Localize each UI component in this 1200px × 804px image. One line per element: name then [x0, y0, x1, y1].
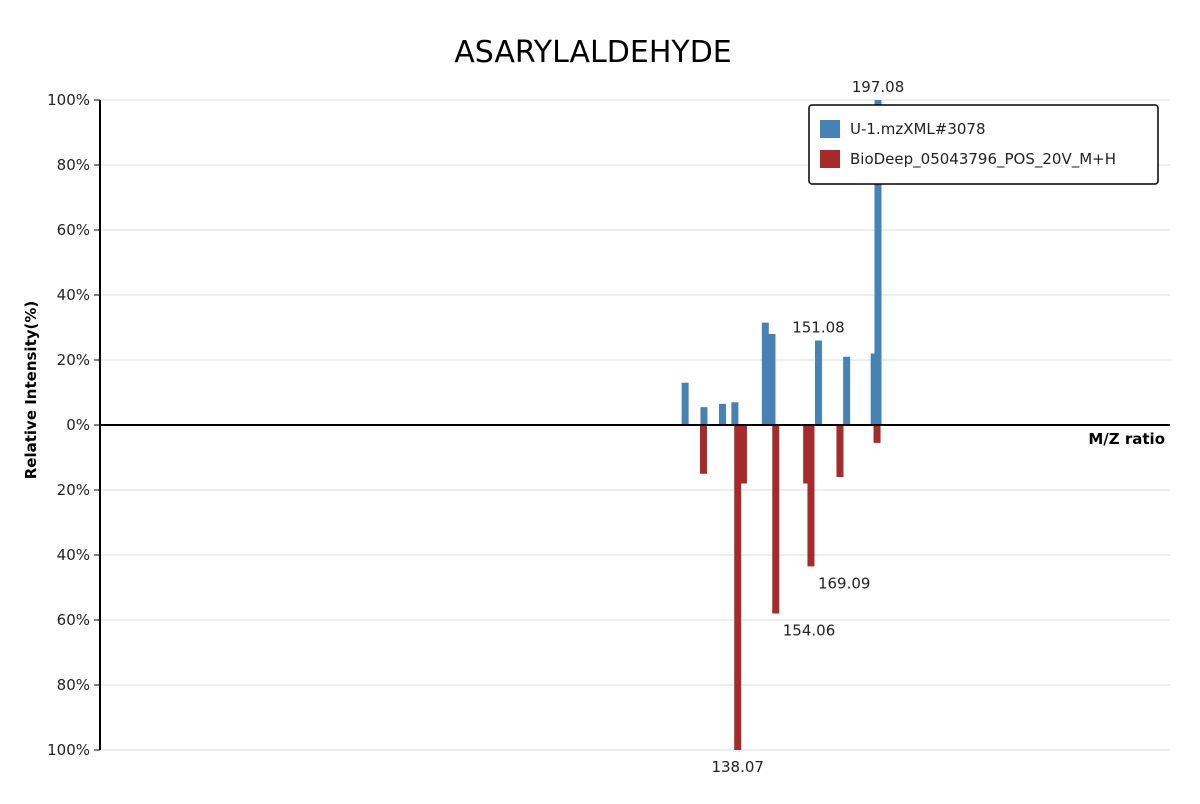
peak-bar-negative	[734, 425, 742, 750]
legend-label-positive: U-1.mzXML#3078	[850, 120, 986, 138]
peak-label: 151.08	[792, 319, 845, 337]
legend: U-1.mzXML#3078 BioDeep_05043796_POS_20V_…	[808, 104, 1159, 185]
peak-label: 197.08	[852, 78, 905, 96]
peak-bar-positive	[814, 340, 822, 425]
peak-bar-negative	[873, 425, 881, 443]
peak-bar-positive	[761, 322, 769, 425]
peak-bar-positive	[700, 407, 708, 425]
legend-swatch-positive	[820, 120, 840, 138]
peak-bar-positive	[719, 403, 727, 425]
y-tick-label: 40%	[57, 546, 90, 564]
peak-bar-positive	[870, 353, 878, 425]
peak-bar-positive	[681, 382, 689, 425]
peak-bar-negative	[699, 425, 707, 474]
peak-bar-negative	[807, 425, 815, 567]
grid-lines	[100, 99, 1170, 751]
y-tick-label: 60%	[57, 611, 90, 629]
peak-bar-positive	[768, 334, 776, 425]
peak-bar-positive	[731, 402, 739, 425]
bar-layer	[681, 100, 882, 750]
x-axis-label: M/Z ratio	[1088, 430, 1165, 448]
legend-box	[808, 104, 1159, 185]
y-tick-label: 20%	[57, 351, 90, 369]
y-tick-label: 100%	[47, 91, 90, 109]
peak-bar-negative	[772, 425, 780, 614]
y-tick-label: 60%	[57, 221, 90, 239]
peak-bar-negative	[739, 425, 747, 484]
peak-label: 169.09	[818, 574, 871, 592]
peak-bar-negative	[836, 425, 844, 477]
legend-label-negative: BioDeep_05043796_POS_20V_M+H	[850, 150, 1116, 169]
chart-title: ASARYLALDEHYDE	[454, 35, 732, 70]
y-tick-label: 20%	[57, 481, 90, 499]
y-tick-label: 40%	[57, 286, 90, 304]
axes	[99, 100, 1170, 750]
y-tick-label: 100%	[47, 741, 90, 759]
peak-bar-positive	[874, 100, 882, 425]
peak-bar-negative	[803, 425, 811, 484]
y-tick-label: 0%	[66, 416, 90, 434]
y-tick-labels: 100% 80% 60% 40% 20% 0% 20% 40% 60% 80% 100%	[47, 91, 100, 759]
y-axis-label: Relative Intensity(%)	[22, 301, 40, 480]
peak-bar-positive	[843, 356, 851, 425]
peak-label: 154.06	[783, 622, 836, 640]
y-tick-label: 80%	[57, 676, 90, 694]
peak-labels: 151.08 197.08 138.07 154.06 169.09	[711, 78, 904, 776]
y-tick-label: 80%	[57, 156, 90, 174]
peak-label: 138.07	[711, 758, 764, 776]
legend-swatch-negative	[820, 150, 840, 168]
